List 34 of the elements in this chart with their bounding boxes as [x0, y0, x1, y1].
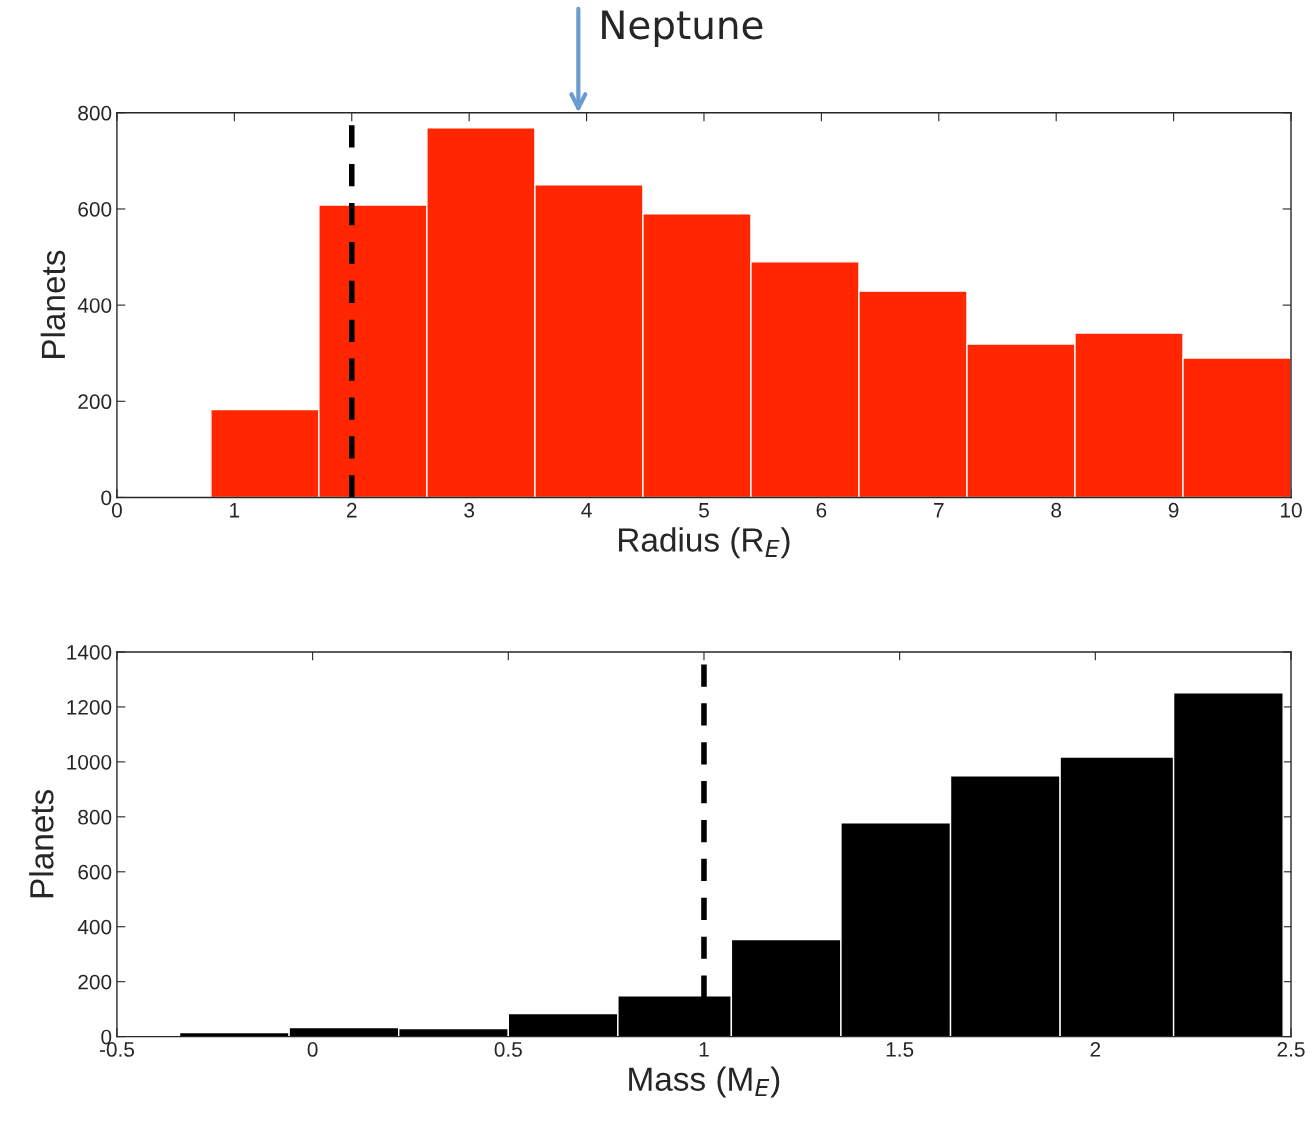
y-tick-label: 1400	[67, 644, 112, 660]
text: Neptune	[602, 10, 763, 47]
y-tick-label: 400	[77, 298, 112, 313]
x-tick-label: 2	[347, 502, 357, 518]
x-tick-label: 0	[307, 1042, 318, 1057]
y-tick-label: 200	[78, 974, 112, 990]
x-axis-title: Radius (R$_{E}$)	[619, 527, 790, 559]
x-tick-label: 9	[1168, 502, 1179, 518]
x-tick-label: 7	[934, 503, 944, 518]
y-tick-label: 0	[101, 490, 112, 506]
x-tick-label: 6	[816, 502, 827, 518]
x-tick-label: 8	[1051, 502, 1062, 518]
y-tick-label: 600	[78, 201, 112, 217]
x-tick-label: 2	[1090, 1042, 1101, 1057]
x-tick-label: 0.5	[494, 1042, 522, 1057]
x-tick-label: 1	[230, 503, 240, 518]
x-tick-label: 2.5	[1277, 1042, 1305, 1057]
y-axis-title: Planets	[40, 250, 66, 358]
x-tick-label: 3	[464, 502, 475, 518]
y-tick-label: 600	[78, 864, 112, 880]
y-tick-label: 1200	[67, 699, 112, 715]
y-tick-label: 800	[78, 809, 112, 825]
y-axis-title: Planets	[29, 789, 54, 898]
y-tick-label: 400	[77, 919, 112, 935]
y-tick-label: 200	[78, 394, 112, 410]
x-tick-label: 10	[1281, 502, 1302, 518]
y-tick-label: 1000	[67, 754, 112, 770]
x-axis-title: Mass (M$_{E}$)	[629, 1066, 780, 1098]
y-tick-label: 800	[78, 105, 112, 121]
x-tick-label: 5	[699, 503, 709, 518]
x-tick-label: 1	[699, 1042, 709, 1057]
x-tick-label: 4	[581, 503, 592, 518]
x-tick-label: 0	[111, 502, 122, 518]
x-tick-label: 1.5	[886, 1042, 914, 1057]
